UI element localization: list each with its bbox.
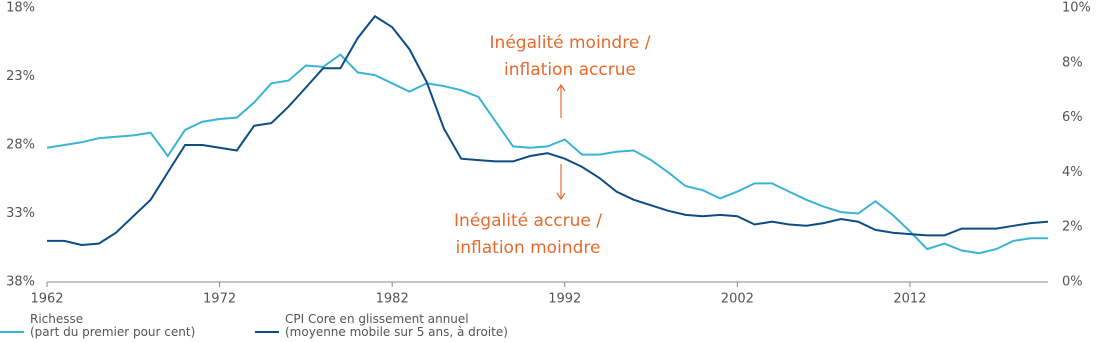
- legend-label: Richesse (part du premier pour cent): [30, 312, 196, 339]
- y2-tick-label: 6%: [1062, 110, 1083, 125]
- series-line: [46, 53, 1048, 255]
- y-tick-label: 23%: [6, 69, 35, 84]
- legend-label: CPI Core en glissement annuel (moyenne m…: [285, 312, 508, 339]
- annotation: Inégalité accrue / inflation moindre: [454, 211, 602, 258]
- x-tick-label: 1972: [203, 292, 236, 307]
- y2-tick-label: 0%: [1062, 275, 1083, 290]
- x-tick-label: 1982: [376, 292, 409, 307]
- annotation: Inégalité moindre / inflation accrue: [489, 33, 651, 80]
- y2-tick-label: 4%: [1062, 165, 1083, 180]
- y2-tick-label: 10%: [1062, 1, 1091, 16]
- series-line: [47, 14, 1049, 247]
- y2-tick-label: 2%: [1062, 220, 1083, 235]
- x-tick-label: 1992: [548, 292, 581, 307]
- arrow-head: [556, 83, 566, 92]
- arrow-head: [556, 192, 566, 201]
- y-tick-label: 28%: [6, 138, 35, 153]
- legend-swatch: [255, 331, 279, 333]
- y-tick-label: 18%: [6, 1, 35, 16]
- y2-tick-label: 8%: [1062, 55, 1083, 70]
- legend-swatch: [0, 331, 24, 333]
- y-tick-label: 33%: [6, 206, 35, 221]
- x-tick-label: 1962: [30, 292, 63, 307]
- x-tick-label: 2002: [721, 292, 754, 307]
- x-tick-label: 2012: [893, 292, 926, 307]
- y-tick-label: 38%: [6, 275, 35, 290]
